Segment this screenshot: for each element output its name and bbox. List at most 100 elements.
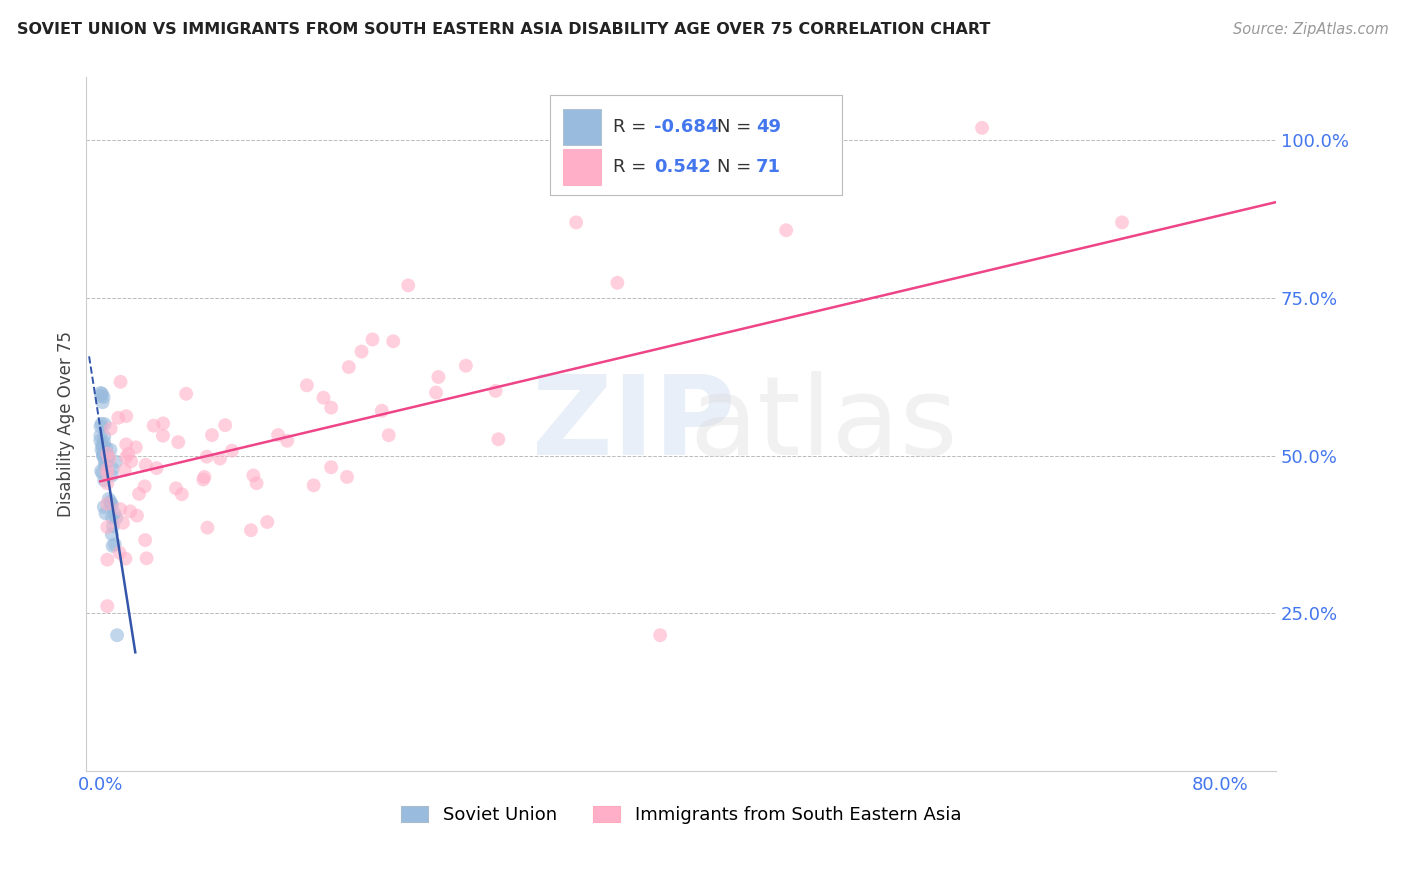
Point (96, 453, 118, 467)
Point (221, 443, 243, 458)
Point (111, 516, 134, 530)
Point (100, 496, 122, 510)
Point (97, 491, 120, 506)
Point (117, 447, 139, 461)
Point (91, 448, 114, 462)
Point (302, 478, 325, 492)
Point (377, 428, 399, 442)
FancyBboxPatch shape (564, 109, 602, 145)
Point (267, 428, 290, 442)
Point (101, 499, 124, 513)
Point (145, 461, 167, 475)
Point (256, 515, 278, 529)
Point (101, 527, 124, 541)
Point (484, 384, 506, 398)
Text: -0.684: -0.684 (654, 118, 718, 136)
FancyBboxPatch shape (564, 149, 602, 185)
Point (100, 442, 122, 457)
Point (295, 378, 318, 392)
Point (174, 386, 197, 401)
Point (336, 470, 359, 484)
Point (239, 523, 262, 537)
Point (90, 442, 112, 457)
Point (454, 359, 477, 373)
Point (101, 539, 124, 553)
Point (91, 439, 114, 453)
Point (96, 462, 118, 476)
Point (427, 370, 450, 384)
Point (276, 434, 298, 448)
Point (93, 417, 115, 431)
Point (115, 450, 138, 465)
Text: N =: N = (717, 158, 756, 176)
Point (96, 497, 118, 511)
Point (94, 450, 117, 465)
Point (193, 470, 215, 484)
Point (96, 447, 118, 461)
Point (91, 448, 114, 462)
Point (114, 463, 136, 477)
Text: R =: R = (613, 118, 652, 136)
Text: ZIP: ZIP (531, 370, 735, 477)
Point (208, 451, 231, 466)
Text: SOVIET UNION VS IMMIGRANTS FROM SOUTH EASTERN ASIA DISABILITY AGE OVER 75 CORREL: SOVIET UNION VS IMMIGRANTS FROM SOUTH EA… (17, 22, 990, 37)
Point (93, 429, 115, 443)
Legend: Soviet Union, Immigrants from South Eastern Asia: Soviet Union, Immigrants from South East… (401, 805, 962, 824)
Point (114, 551, 136, 566)
Point (486, 432, 509, 446)
Point (100, 494, 122, 508)
Point (89, 419, 111, 434)
Point (91, 466, 114, 480)
Point (93, 452, 115, 467)
Point (93, 500, 115, 514)
Point (110, 375, 132, 389)
Point (165, 481, 187, 495)
Point (214, 418, 236, 433)
Point (93, 435, 115, 450)
Point (105, 455, 128, 469)
Point (93, 390, 115, 404)
Point (89, 428, 111, 442)
Point (91, 442, 114, 457)
Point (152, 428, 174, 442)
Point (96, 441, 118, 455)
Text: 71: 71 (756, 158, 782, 176)
Point (96, 476, 118, 491)
Point (128, 487, 150, 501)
Point (193, 473, 215, 487)
Point (90, 464, 112, 478)
Point (361, 333, 384, 347)
Point (101, 468, 124, 483)
Text: N =: N = (717, 118, 756, 136)
Point (94, 506, 117, 520)
Point (120, 504, 142, 518)
Point (105, 511, 128, 525)
Point (650, 628, 672, 642)
Point (312, 391, 335, 405)
Point (134, 479, 156, 493)
Text: atlas: atlas (689, 370, 957, 477)
Point (101, 519, 124, 533)
Point (152, 417, 174, 431)
Point (425, 385, 447, 400)
Point (94, 457, 117, 471)
Point (337, 360, 360, 375)
Point (103, 507, 125, 521)
Point (371, 403, 394, 417)
Point (135, 551, 157, 566)
Point (125, 441, 148, 455)
Point (134, 533, 156, 547)
Point (108, 546, 131, 560)
Point (197, 521, 219, 535)
Point (775, 223, 797, 237)
Point (321, 401, 343, 415)
Text: 0.542: 0.542 (654, 158, 710, 176)
Point (350, 344, 373, 359)
Text: Source: ZipAtlas.com: Source: ZipAtlas.com (1233, 22, 1389, 37)
Point (606, 276, 628, 290)
Point (104, 537, 127, 551)
Point (115, 409, 138, 424)
Point (125, 508, 148, 523)
Point (115, 437, 138, 451)
Point (90, 389, 112, 403)
